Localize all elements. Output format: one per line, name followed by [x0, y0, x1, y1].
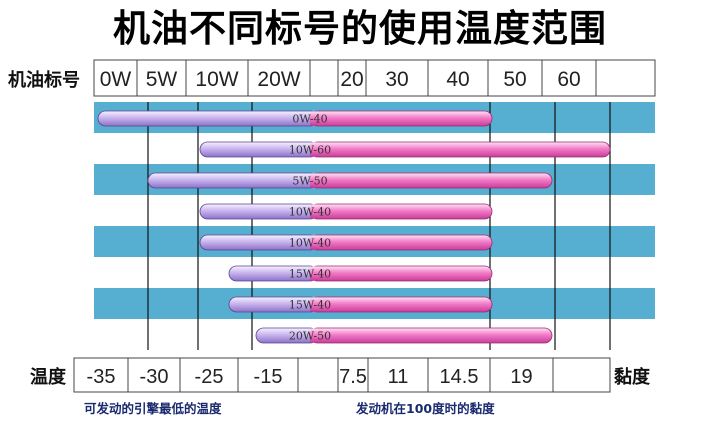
- bottom-tick-label: 14.5: [440, 366, 479, 388]
- bottom-row-frame: [73, 357, 611, 393]
- bottom-tick-label: 19: [510, 366, 532, 388]
- bar-joint: [310, 142, 318, 157]
- bar-label: 15W-40: [289, 268, 331, 281]
- bar-label: 10W-40: [289, 237, 331, 250]
- chart-title: 机油不同标号的使用温度范围: [113, 7, 607, 50]
- bottom-tick-label: -25: [195, 366, 224, 388]
- bar-label: 10W-40: [289, 206, 331, 219]
- bar-label: 5W-50: [292, 175, 327, 188]
- top-label: 40: [446, 68, 469, 91]
- bottom-tick-label: -15: [254, 366, 283, 388]
- header-label: 机油标号: [8, 69, 80, 91]
- bar-label: 0W-40: [292, 113, 327, 126]
- bar-label: 10W-60: [289, 144, 331, 157]
- bottom-tick-label: 7.5: [339, 366, 367, 388]
- bar-high-segment: [309, 327, 553, 344]
- top-label: 60: [557, 68, 580, 91]
- top-label: 5W: [146, 68, 178, 91]
- viscosity-label: 黏度: [614, 366, 651, 388]
- bar-label: 15W-40: [289, 299, 331, 312]
- top-label: 0W: [100, 68, 132, 91]
- bar-joint: [310, 266, 318, 281]
- top-label: 30: [385, 68, 408, 91]
- top-label: 10W: [195, 68, 238, 91]
- viscosity-caption: 发动机在100度时的黏度: [355, 401, 495, 416]
- top-label: 20W: [257, 68, 300, 91]
- bar-high-segment: [309, 141, 611, 158]
- bar-high-segment: [309, 203, 493, 220]
- bar-joint: [310, 297, 318, 312]
- bar-joint: [310, 111, 318, 126]
- bar-label: 20W-50: [289, 330, 331, 343]
- bar-high-segment: [309, 110, 493, 127]
- low-temp-caption: 可发动的引擎最低的温度: [84, 401, 222, 416]
- top-label: 20: [340, 68, 363, 91]
- bar-joint: [310, 204, 318, 219]
- bar-joint: [310, 173, 318, 188]
- bar-high-segment: [309, 234, 493, 251]
- header-row-frame: [93, 59, 656, 97]
- bar-high-segment: [309, 172, 553, 189]
- bar-high-segment: [309, 296, 493, 313]
- bar-low-segment: [97, 110, 318, 127]
- bottom-tick-label: -30: [140, 366, 169, 388]
- temp-label: 温度: [30, 366, 67, 388]
- top-label: 50: [503, 68, 526, 91]
- bottom-tick-label: -35: [87, 366, 116, 388]
- bottom-tick-label: 11: [388, 366, 409, 388]
- bar-joint: [310, 328, 318, 343]
- bar-high-segment: [309, 265, 493, 282]
- bar-joint: [310, 235, 318, 250]
